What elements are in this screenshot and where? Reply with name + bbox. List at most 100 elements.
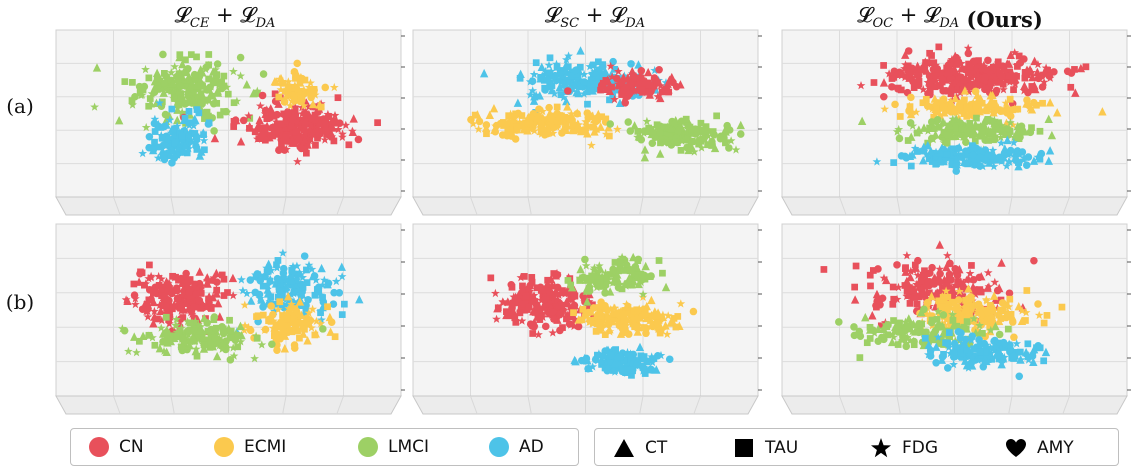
point-ecmi [990,106,997,114]
point-cn [957,73,965,82]
point-cn [1010,79,1020,88]
point-cn [556,309,565,318]
point-cn [622,83,631,92]
point-ad [587,69,597,78]
point-cn [983,268,993,277]
point-lmci [672,137,682,146]
point-ad [1016,348,1024,356]
scatter-panel-b-1 [55,223,405,415]
point-lmci [229,66,238,76]
floor-grid-line [1062,395,1070,415]
point-ecmi [623,316,633,325]
point-lmci [624,280,632,288]
point-cn [330,117,339,126]
point-cn [374,119,381,127]
point-lmci [190,87,199,97]
point-lmci [866,323,874,331]
point-ecmi [310,90,320,99]
point-ad [311,291,319,299]
point-ad [975,153,984,162]
point-lmci [948,114,958,123]
point-cn [623,75,632,84]
point-cn [915,293,923,301]
point-cn [540,295,549,304]
point-cn [273,110,281,119]
point-cn [658,88,666,96]
point-ad [961,356,970,365]
point-ecmi [989,291,999,300]
star-icon [870,437,892,459]
point-cn [213,298,223,308]
point-ecmi [596,122,605,131]
point-ad [665,355,674,364]
point-cn [1020,55,1028,63]
point-cn [175,299,184,308]
point-cn [638,86,646,94]
point-ecmi [287,299,296,309]
point-cn [960,80,968,88]
point-lmci [182,56,189,64]
point-lmci [194,320,203,329]
point-cn [894,84,902,92]
point-lmci [167,76,175,84]
point-lmci [185,340,194,350]
point-lmci [1017,127,1025,135]
point-cn [820,266,828,273]
point-cn [950,78,959,88]
point-ecmi [940,108,949,117]
point-ecmi [919,99,927,107]
point-ecmi [595,319,603,327]
point-ecmi [1023,96,1031,104]
point-cn [653,92,663,101]
point-ad [552,59,561,68]
point-ecmi [1007,310,1015,318]
point-lmci [581,255,589,264]
point-ad [627,60,635,68]
point-lmci [589,265,599,274]
point-lmci [670,120,678,129]
point-cn [292,129,300,136]
point-cn [161,308,170,317]
point-ecmi [565,117,574,126]
point-cn [271,90,279,98]
legend-item-fdg: FDG [870,437,938,459]
point-ecmi [1030,98,1038,107]
point-ecmi [997,306,1004,314]
point-cn [956,58,966,68]
point-cn [507,280,516,289]
point-lmci [189,95,198,104]
point-ecmi [519,120,527,128]
point-lmci [710,143,720,153]
point-lmci [625,273,634,282]
column-title-3: 𝓛OC + 𝓛DA (Ours) [857,3,1043,32]
point-lmci [161,110,170,119]
point-cn [971,289,980,299]
point-ad [546,66,556,76]
point-ad [185,119,193,127]
point-lmci [666,124,676,133]
point-ecmi [1006,112,1015,120]
point-lmci [609,265,617,274]
point-cn [925,72,934,80]
point-cn [297,144,306,153]
point-cn [867,282,874,290]
point-cn [322,127,330,135]
point-ad [295,268,304,277]
point-ecmi [533,115,540,123]
point-lmci [682,127,692,136]
point-ad [561,69,568,76]
point-cn [498,297,508,306]
point-cn [901,282,909,289]
point-ecmi [1022,317,1029,324]
point-cn [149,319,158,328]
point-cn [975,80,985,89]
point-cn [1005,72,1013,80]
point-ad [593,73,603,82]
point-ad [948,151,956,159]
point-ad [555,82,564,92]
point-lmci [173,115,182,125]
ad-color-swatch [489,437,509,457]
floor-grid-line [639,395,644,415]
point-ad [584,100,591,108]
point-lmci [995,330,1004,339]
